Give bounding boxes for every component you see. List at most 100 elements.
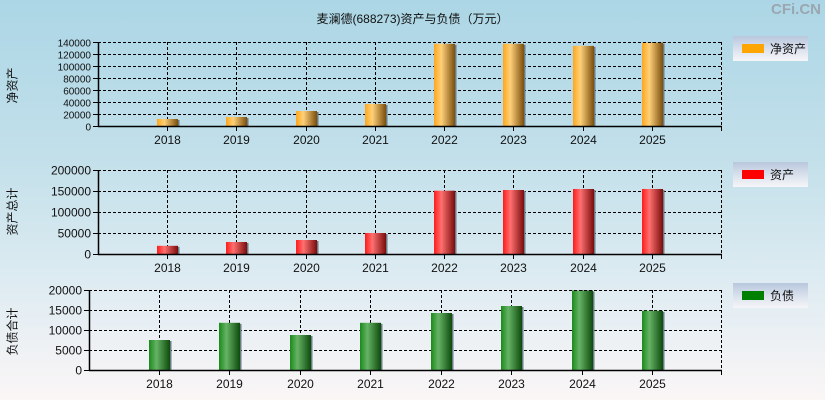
legend-swatch-red (742, 170, 764, 179)
y-tick-label: 120000 (58, 51, 92, 62)
x-tick-label: 2019 (223, 133, 250, 147)
x-tick-label: 2024 (570, 261, 597, 275)
x-tick-label: 2023 (500, 133, 527, 147)
x-tick-label: 2023 (500, 261, 527, 275)
legend-total-liabilities: 负债 (733, 283, 808, 308)
bar-2022 (434, 43, 455, 126)
bar-shadow (524, 190, 526, 254)
y-tick-label: 0 (85, 123, 91, 134)
x-tick-label: 2019 (216, 377, 243, 391)
x-tick-label: 2025 (639, 261, 666, 275)
bar-2025 (642, 188, 663, 254)
bar-shadow (247, 242, 249, 254)
x-tick-label: 2018 (154, 261, 181, 275)
legend-label: 净资产 (770, 42, 807, 56)
bar-shadow (455, 44, 457, 126)
bar-2023 (503, 43, 524, 126)
bar-2025 (642, 310, 663, 370)
y-tick-label: 40000 (63, 99, 91, 110)
x-tick-label: 2020 (287, 377, 314, 391)
bar-2020 (296, 240, 317, 254)
y-tick-label: 150000 (51, 185, 91, 199)
legend-net-assets: 净资产 (733, 36, 808, 61)
x-tick-label: 2020 (293, 261, 320, 275)
bar-shadow (663, 43, 665, 126)
bar-shadow (247, 118, 249, 126)
bar-2021 (365, 103, 386, 126)
bar-2024 (572, 290, 593, 370)
legend-label: 负债 (770, 289, 795, 303)
bar-shadow (455, 191, 457, 254)
bar-shadow (386, 104, 388, 126)
bar-shadow (593, 291, 595, 370)
x-tick-label: 2022 (431, 261, 458, 275)
y-tick-label: 80000 (63, 75, 91, 86)
y-tick-label: 50000 (58, 227, 92, 241)
bar-2019 (226, 241, 247, 254)
bar-2018 (157, 118, 178, 126)
bar-2023 (501, 306, 522, 370)
x-tick-label: 2025 (639, 133, 666, 147)
x-tick-label: 2021 (362, 261, 389, 275)
bar-2018 (149, 340, 170, 370)
bar-2022 (431, 313, 452, 370)
bar-2019 (226, 117, 247, 126)
chart-total-liabilities: 0 5000 10000 15000 20000 2018 2019 2020 2021 2022… (49, 284, 722, 391)
legend-total-assets: 资产 (733, 162, 808, 187)
legend-label: 资产 (770, 168, 795, 182)
x-tick-label: 2022 (431, 133, 458, 147)
x-tick-label: 2019 (223, 261, 250, 275)
x-tick-label: 2025 (639, 377, 666, 391)
x-tick-label: 2018 (146, 377, 173, 391)
x-tick-label: 2024 (570, 133, 597, 147)
bar-shadow (178, 119, 180, 126)
legend-swatch-orange (742, 44, 764, 53)
x-tick-label: 2021 (357, 377, 384, 391)
bar-shadow (663, 311, 665, 370)
y-tick-label: 100000 (58, 63, 92, 74)
bar-shadow (240, 323, 242, 370)
bar-shadow (386, 234, 388, 254)
x-tick-label: 2020 (293, 133, 320, 147)
y-tick-label: 60000 (63, 87, 91, 98)
bar-2020 (290, 335, 311, 370)
bar-shadow (170, 341, 172, 370)
bar-shadow (594, 46, 596, 126)
x-tick-label: 2021 (362, 133, 389, 147)
bar-2024 (573, 188, 594, 254)
bar-shadow (524, 44, 526, 126)
watermark-logo: CFi.CN (771, 1, 821, 18)
y-tick-label: 15000 (49, 304, 83, 318)
y-tick-label: 5000 (55, 344, 82, 358)
bar-shadow (663, 189, 665, 254)
y-tick-label: 140000 (58, 39, 92, 50)
bar-shadow (594, 189, 596, 254)
bar-2024 (573, 45, 594, 126)
y-tick-label: 100000 (51, 206, 91, 220)
bar-shadow (452, 314, 454, 370)
y-tick-label: 20000 (49, 284, 83, 298)
x-tick-label: 2023 (498, 377, 525, 391)
y-tick-label: 10000 (49, 324, 83, 338)
bar-shadow (317, 241, 319, 254)
bar-2019 (219, 322, 240, 370)
y-tick-label: 0 (75, 364, 82, 378)
bar-2025 (642, 42, 663, 126)
bar-shadow (178, 246, 180, 254)
x-tick-label: 2022 (428, 377, 455, 391)
bar-2018 (157, 245, 178, 254)
x-tick-label: 2018 (154, 133, 181, 147)
bar-shadow (522, 307, 524, 370)
bar-2022 (434, 190, 455, 254)
bar-shadow (381, 323, 383, 370)
bar-2021 (365, 233, 386, 254)
y-tick-label: 0 (84, 248, 91, 262)
legend-swatch-green (742, 291, 764, 300)
bar-2023 (503, 189, 524, 254)
bar-2020 (296, 111, 317, 126)
chart-title: 麦澜德(688273)资产与负债（万元） (316, 12, 509, 26)
chart-total-assets: 0 50000 100000 150000 200000 2018 2019 2020 2021… (51, 164, 722, 275)
